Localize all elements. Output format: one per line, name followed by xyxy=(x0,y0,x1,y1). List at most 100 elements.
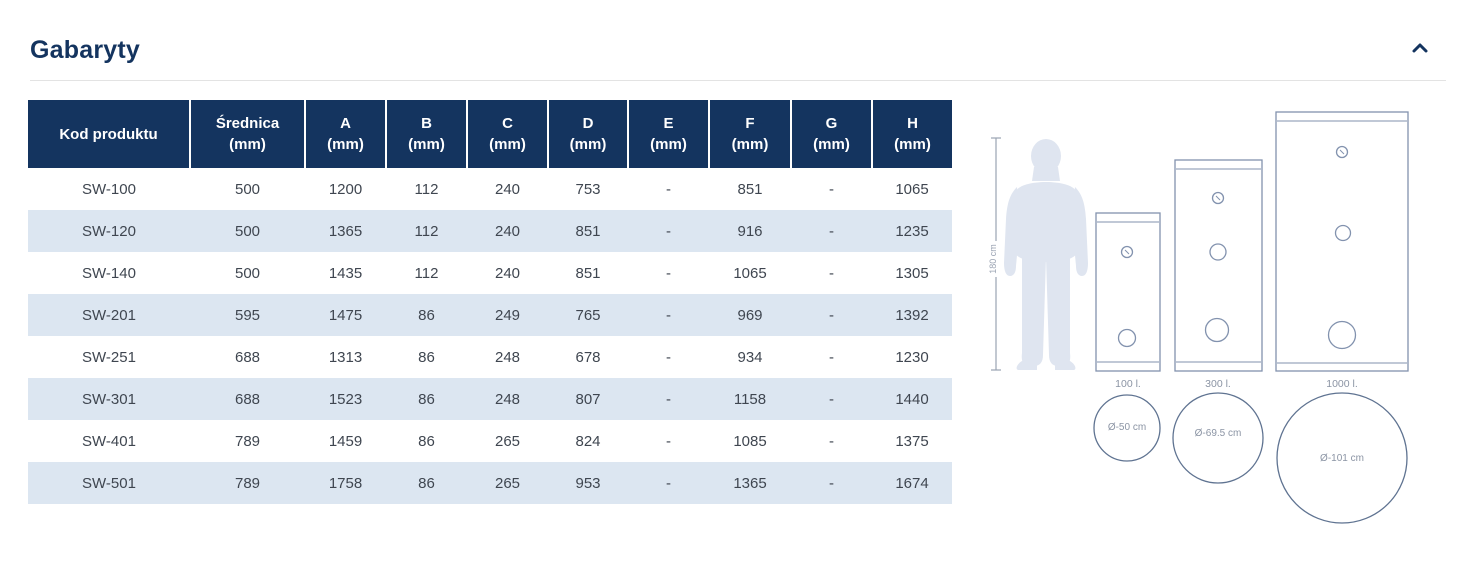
collapse-section-button[interactable] xyxy=(1410,40,1430,56)
tank-capacity-label: 1000 l. xyxy=(1326,378,1358,390)
column-header: H (mm) xyxy=(872,100,952,168)
table-cell: 86 xyxy=(386,378,467,420)
table-cell: 1459 xyxy=(305,420,386,462)
table-cell: 678 xyxy=(548,336,628,378)
section-divider xyxy=(30,80,1446,81)
table-cell: 851 xyxy=(709,168,791,210)
column-header: Średnica (mm) xyxy=(190,100,306,168)
table-cell: 789 xyxy=(190,462,305,504)
column-header: C (mm) xyxy=(467,100,549,168)
table-cell: 688 xyxy=(190,378,305,420)
table-cell: - xyxy=(791,210,872,252)
height-measure-line xyxy=(991,137,1001,371)
table-row: SW-100 500 1200 112 240 753-851-1065 xyxy=(28,168,952,210)
diameter-circle-100l xyxy=(1093,394,1161,462)
table-cell: 240 xyxy=(467,252,548,294)
table-cell: - xyxy=(628,336,709,378)
table-cell: 765 xyxy=(548,294,628,336)
table-cell: 86 xyxy=(386,462,467,504)
table-cell: 851 xyxy=(548,210,628,252)
table-cell: 249 xyxy=(467,294,548,336)
tank-1000l-outline xyxy=(1275,111,1409,372)
size-comparison-diagram: 180 cm xyxy=(980,105,1462,569)
human-silhouette-icon xyxy=(1004,139,1088,370)
table-cell: 248 xyxy=(467,378,548,420)
diameter-label: Ø-101 cm xyxy=(1320,453,1364,464)
table-cell: SW-140 xyxy=(28,252,190,294)
table-cell: - xyxy=(628,378,709,420)
table-cell: - xyxy=(628,294,709,336)
table-cell: 1435 xyxy=(305,252,386,294)
table-cell: - xyxy=(628,462,709,504)
table-cell: 953 xyxy=(548,462,628,504)
table-cell: - xyxy=(791,378,872,420)
table-cell: 969 xyxy=(709,294,791,336)
table-cell: 1230 xyxy=(872,336,952,378)
table-cell: 1523 xyxy=(305,378,386,420)
table-cell: SW-501 xyxy=(28,462,190,504)
table-row: SW-401 789 1459 86 265 824-1085-1375 xyxy=(28,420,952,462)
diameter-circle-300l xyxy=(1172,392,1264,484)
table-cell: SW-251 xyxy=(28,336,190,378)
table-cell: SW-120 xyxy=(28,210,190,252)
tank-100l-outline xyxy=(1095,212,1161,372)
table-cell: SW-201 xyxy=(28,294,190,336)
table-cell: 595 xyxy=(190,294,305,336)
table-cell: 500 xyxy=(190,210,305,252)
table-cell: - xyxy=(791,294,872,336)
table-cell: 1085 xyxy=(709,420,791,462)
table-body: SW-100 500 1200 112 240 753-851-1065 SW-120 500… xyxy=(28,168,952,504)
table-cell: SW-100 xyxy=(28,168,190,210)
gauge-icon xyxy=(1211,191,1225,205)
tank-capacity-label: 100 l. xyxy=(1115,378,1141,390)
table-cell: 1375 xyxy=(872,420,952,462)
column-header: Kod produktu xyxy=(28,100,191,168)
table-cell: - xyxy=(628,252,709,294)
tank-300l-outline xyxy=(1174,159,1263,372)
table-cell: 934 xyxy=(709,336,791,378)
table-cell: 851 xyxy=(548,252,628,294)
table-cell: 86 xyxy=(386,294,467,336)
tank-capacity-label: 300 l. xyxy=(1205,378,1231,390)
table-cell: 500 xyxy=(190,168,305,210)
table-row: SW-301 688 1523 86 248 807-1158-1440 xyxy=(28,378,952,420)
table-cell: 1305 xyxy=(872,252,952,294)
table-cell: - xyxy=(791,420,872,462)
table-cell: 1440 xyxy=(872,378,952,420)
table-cell: 1235 xyxy=(872,210,952,252)
section-title: Gabaryty xyxy=(30,36,140,64)
table-cell: 240 xyxy=(467,168,548,210)
table-cell: 1365 xyxy=(305,210,386,252)
height-label: 180 cm xyxy=(988,244,998,274)
table-cell: - xyxy=(791,168,872,210)
gauge-icon xyxy=(1120,245,1134,259)
table-cell: 1065 xyxy=(709,252,791,294)
column-header: E (mm) xyxy=(628,100,710,168)
table-cell: 688 xyxy=(190,336,305,378)
table-cell: - xyxy=(791,252,872,294)
table-cell: SW-401 xyxy=(28,420,190,462)
table-row: SW-501 789 1758 86 265 953-1365-1674 xyxy=(28,462,952,504)
gauge-icon xyxy=(1335,145,1349,159)
table-cell: 265 xyxy=(467,420,548,462)
table-cell: 1313 xyxy=(305,336,386,378)
table-cell: 789 xyxy=(190,420,305,462)
table-cell: 240 xyxy=(467,210,548,252)
diameter-circle-1000l xyxy=(1276,392,1408,524)
table-cell: - xyxy=(791,336,872,378)
table-cell: 86 xyxy=(386,420,467,462)
table-cell: 1758 xyxy=(305,462,386,504)
dimensions-table: Kod produktu Średnica (mm) A (mm) B (mm) C (mm) D… xyxy=(28,100,952,504)
table-cell: - xyxy=(628,210,709,252)
table-cell: 112 xyxy=(386,252,467,294)
table-cell: 1158 xyxy=(709,378,791,420)
table-cell: 753 xyxy=(548,168,628,210)
column-header: B (mm) xyxy=(386,100,468,168)
dimensions-table-wrap: Kod produktu Średnica (mm) A (mm) B (mm) C (mm) D… xyxy=(28,100,952,504)
column-header: D (mm) xyxy=(548,100,629,168)
table-cell: 1365 xyxy=(709,462,791,504)
table-cell: 248 xyxy=(467,336,548,378)
table-row: SW-140 500 1435 112 240 851-1065-1305 xyxy=(28,252,952,294)
column-header: G (mm) xyxy=(791,100,873,168)
